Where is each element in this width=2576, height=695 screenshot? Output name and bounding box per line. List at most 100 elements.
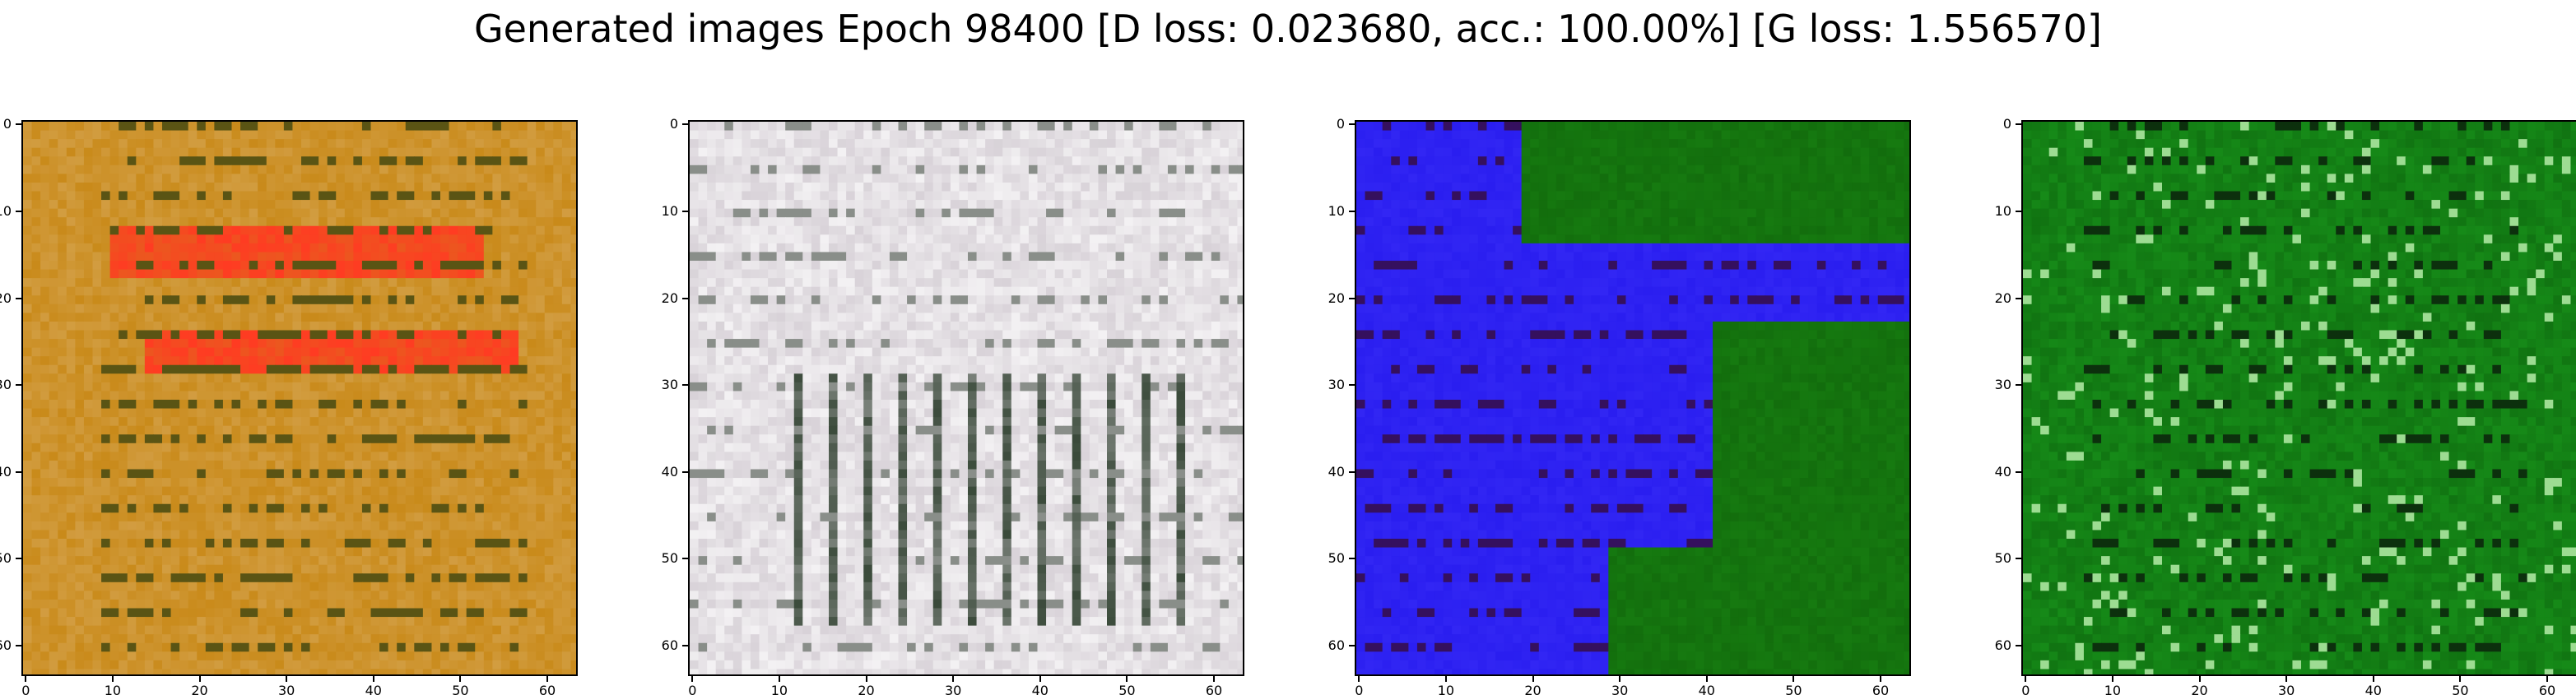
- x-tick-mark: [1126, 676, 1128, 682]
- x-tick-label: 50: [1118, 683, 1136, 695]
- x-tick-label: 40: [2364, 683, 2382, 695]
- x-tick-mark: [25, 676, 27, 682]
- y-tick-label: 0: [2, 116, 12, 132]
- y-tick-mark: [16, 470, 21, 473]
- y-tick-label: 60: [1994, 637, 2011, 654]
- y-tick-mark: [682, 645, 688, 647]
- x-tick-mark: [1793, 676, 1795, 682]
- y-tick-label: 0: [2002, 116, 2011, 132]
- y-tick-label: 10: [0, 202, 12, 219]
- x-tick-mark: [1705, 676, 1708, 682]
- x-tick-mark: [1444, 676, 1447, 682]
- axes-frame: [1355, 120, 1911, 676]
- y-tick-mark: [1349, 384, 1355, 387]
- y-tick-mark: [1349, 297, 1355, 299]
- image-panel-3: 0 10 20 30 40 50 60 0 10 20 30 40 50 60: [1328, 116, 1911, 695]
- x-tick-mark: [1619, 676, 1621, 682]
- y-tick-label: 30: [0, 377, 12, 393]
- x-tick-label: 60: [1872, 683, 1890, 695]
- y-tick-mark: [682, 123, 688, 126]
- axes-frame: [688, 120, 1244, 676]
- x-tick-label: 10: [104, 683, 122, 695]
- y-tick-mark: [682, 384, 688, 387]
- y-tick-label: 40: [661, 463, 678, 480]
- x-tick-label: 60: [1205, 683, 1223, 695]
- y-tick-mark: [682, 297, 688, 299]
- x-tick-mark: [546, 676, 549, 682]
- y-tick-mark: [16, 384, 21, 387]
- image-panel-1: 0 10 20 30 40 50 60 0 10 20 30 40 50 60: [0, 116, 578, 695]
- y-tick-label: 40: [0, 463, 12, 480]
- y-tick-label: 10: [1328, 202, 1345, 219]
- x-tick-mark: [2111, 676, 2113, 682]
- x-tick-label: 30: [277, 683, 295, 695]
- y-tick-mark: [2016, 645, 2021, 647]
- y-tick-label: 40: [1328, 463, 1345, 480]
- y-tick-mark: [16, 210, 21, 212]
- x-tick-mark: [1880, 676, 1882, 682]
- x-tick-mark: [286, 676, 288, 682]
- y-tick-mark: [16, 645, 21, 647]
- y-tick-label: 60: [661, 637, 678, 654]
- x-tick-label: 40: [1698, 683, 1715, 695]
- y-tick-mark: [2016, 384, 2021, 387]
- y-tick-label: 20: [1994, 290, 2011, 306]
- y-tick-mark: [1349, 123, 1355, 126]
- x-tick-label: 0: [21, 683, 30, 695]
- x-tick-label: 20: [858, 683, 875, 695]
- y-tick-label: 50: [1328, 550, 1345, 567]
- y-tick-mark: [2016, 123, 2021, 126]
- generated-image-3: [1356, 122, 1909, 674]
- x-tick-label: 20: [1524, 683, 1541, 695]
- x-tick-label: 0: [688, 683, 697, 695]
- y-tick-mark: [16, 297, 21, 299]
- y-tick-mark: [2016, 210, 2021, 212]
- y-tick-mark: [682, 470, 688, 473]
- x-tick-mark: [459, 676, 462, 682]
- y-tick-label: 0: [1336, 116, 1345, 132]
- x-tick-label: 20: [2191, 683, 2208, 695]
- y-tick-label: 30: [1328, 377, 1345, 393]
- y-tick-mark: [682, 558, 688, 560]
- x-tick-mark: [2285, 676, 2288, 682]
- x-tick-mark: [198, 676, 201, 682]
- x-tick-mark: [2459, 676, 2462, 682]
- y-tick-mark: [682, 210, 688, 212]
- x-tick-mark: [952, 676, 955, 682]
- y-tick-label: 60: [1328, 637, 1345, 654]
- x-tick-mark: [2198, 676, 2201, 682]
- axes-frame: [21, 120, 578, 676]
- x-tick-label: 30: [1611, 683, 1629, 695]
- y-tick-label: 20: [1328, 290, 1345, 306]
- x-tick-mark: [1532, 676, 1534, 682]
- y-tick-label: 30: [661, 377, 678, 393]
- x-tick-label: 0: [2021, 683, 2030, 695]
- x-tick-label: 0: [1355, 683, 1364, 695]
- x-tick-mark: [2025, 676, 2027, 682]
- x-tick-mark: [1039, 676, 1041, 682]
- y-tick-label: 50: [661, 550, 678, 567]
- x-tick-mark: [1213, 676, 1216, 682]
- x-tick-label: 20: [191, 683, 208, 695]
- x-tick-mark: [2546, 676, 2549, 682]
- y-tick-mark: [16, 558, 21, 560]
- axes-frame: [2021, 120, 2576, 676]
- x-tick-label: 40: [365, 683, 382, 695]
- y-tick-label: 0: [669, 116, 678, 132]
- y-tick-label: 30: [1994, 377, 2011, 393]
- x-tick-mark: [865, 676, 867, 682]
- x-tick-label: 40: [1031, 683, 1049, 695]
- x-tick-mark: [2372, 676, 2374, 682]
- y-tick-label: 50: [0, 550, 12, 567]
- x-tick-label: 50: [2452, 683, 2469, 695]
- image-panel-4: 0 10 20 30 40 50 60 0 10 20 30 40 50 60: [1995, 116, 2576, 695]
- x-tick-label: 10: [2104, 683, 2122, 695]
- y-tick-mark: [1349, 210, 1355, 212]
- x-tick-mark: [778, 676, 780, 682]
- y-tick-label: 10: [661, 202, 678, 219]
- x-tick-mark: [372, 676, 374, 682]
- image-panel-2: 0 10 20 30 40 50 60 0 10 20 30 40 50 60: [662, 116, 1244, 695]
- y-tick-mark: [1349, 645, 1355, 647]
- x-tick-label: 60: [538, 683, 556, 695]
